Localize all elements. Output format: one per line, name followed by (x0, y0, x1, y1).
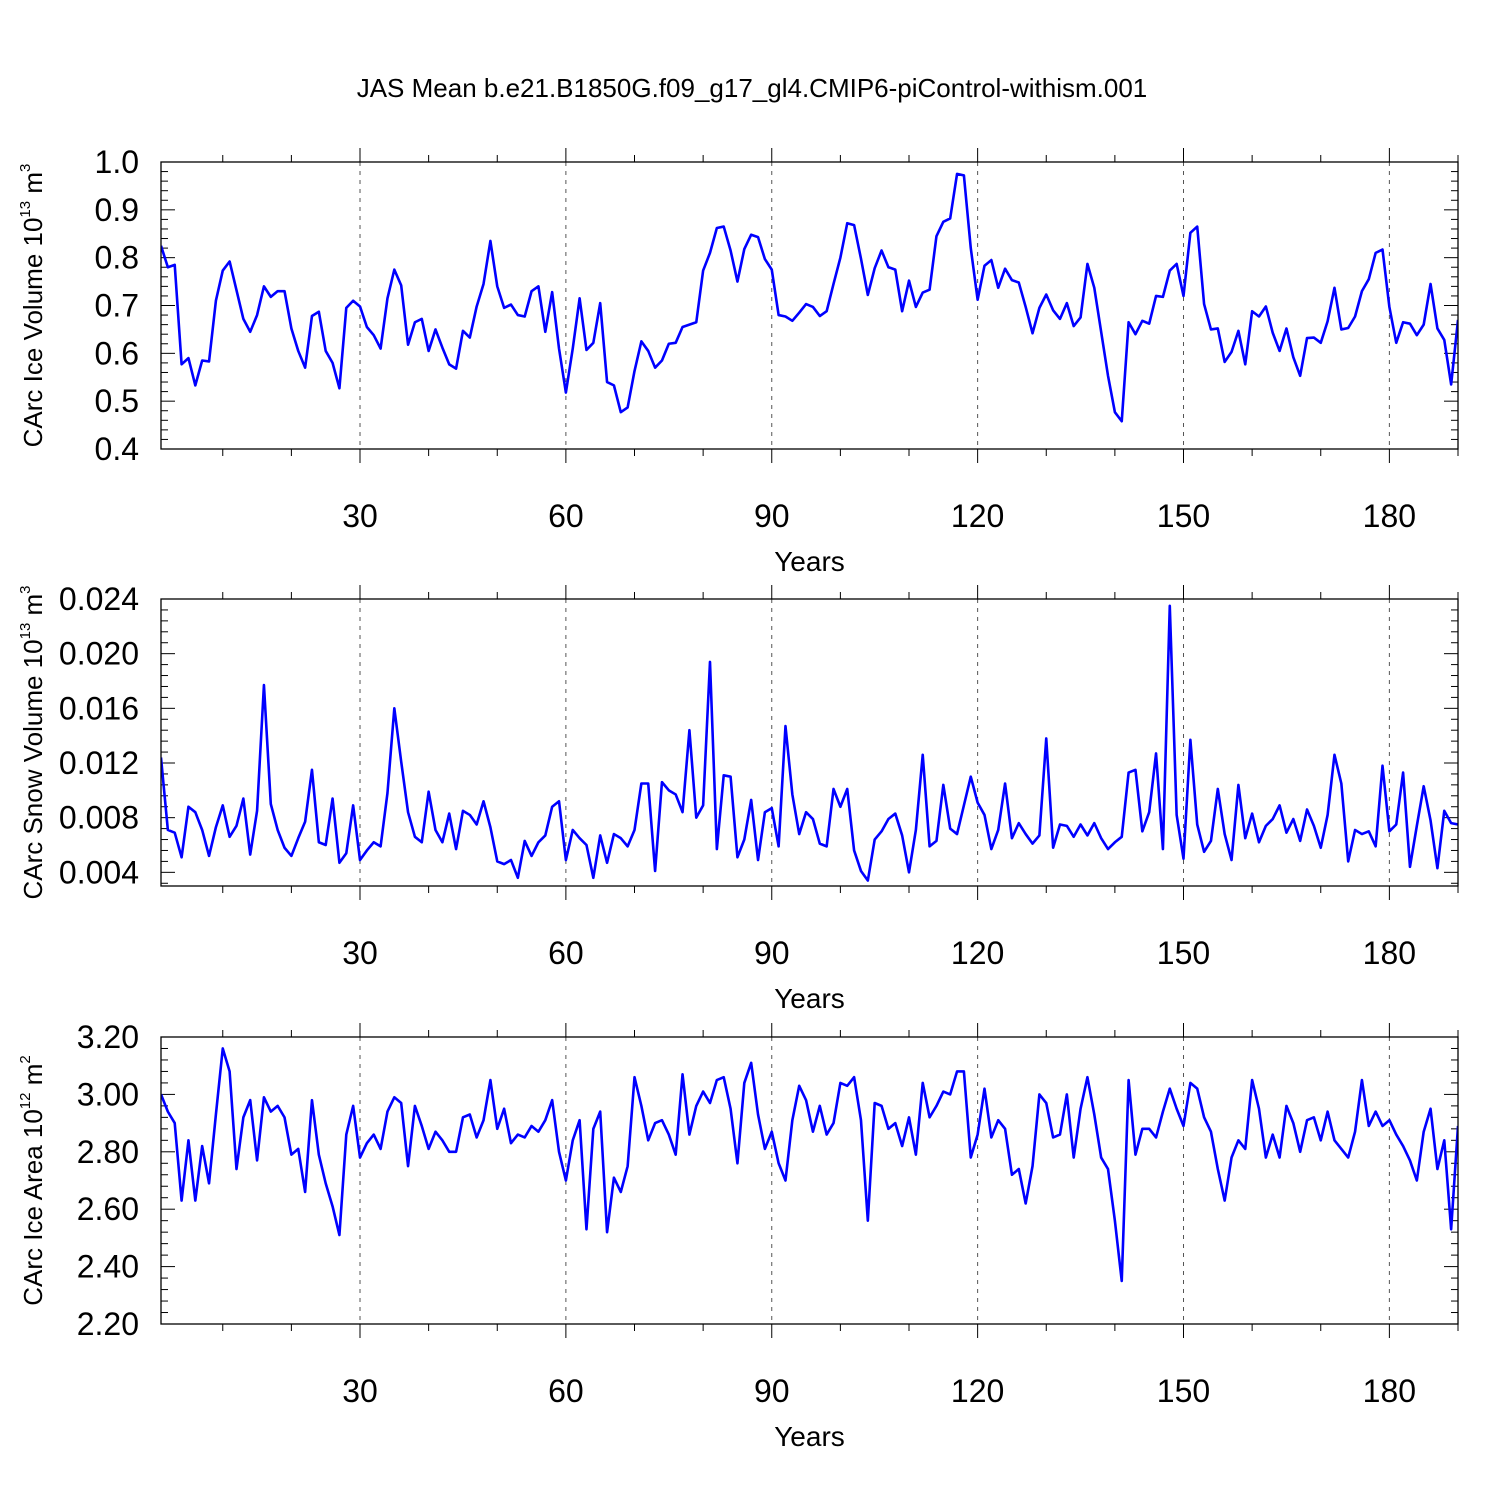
y-tick-label: 0.020 (59, 636, 139, 672)
y-axis-label-unit: m (18, 1064, 48, 1093)
x-tick-label-90: 90 (754, 1373, 790, 1409)
y-tick-label: 3.20 (77, 1019, 139, 1055)
y-tick-label: 0.7 (95, 288, 139, 324)
y-axis-label-text: CArc Ice Volume 10 (18, 218, 48, 448)
y-tick-label: 0.024 (59, 581, 139, 617)
chart-title: JAS Mean b.e21.B1850G.f09_g17_gl4.CMIP6-… (357, 73, 1148, 103)
y-tick-label: 0.4 (95, 431, 139, 467)
y-axis-label-unit-exponent: 2 (17, 1055, 34, 1063)
y-axis-label-text: CArc Ice Area 10 (18, 1109, 48, 1306)
y-axis-label: CArc Snow Volume 1013 m3 (17, 585, 48, 899)
x-tick-label-90: 90 (754, 935, 790, 971)
x-tick-label-60: 60 (548, 1373, 584, 1409)
chart-panel-3: 2.20 2.40 2.60 2.80 3.00 3.20 30 60 90 120 150 180 Y… (17, 1019, 1459, 1452)
series-line (161, 604, 1458, 882)
series-line (161, 1047, 1458, 1283)
x-tick-label-180: 180 (1363, 498, 1416, 534)
y-tick-label: 0.016 (59, 690, 139, 726)
y-tick-label: 0.6 (95, 335, 139, 371)
x-axis-label: Years (774, 983, 845, 1014)
y-tick-label: 0.012 (59, 745, 139, 781)
y-axis-label: CArc Ice Area 1012 m2 (17, 1055, 48, 1305)
x-axis-label: Years (774, 1421, 845, 1452)
plot-frame (160, 161, 1459, 450)
y-tick-label: 2.80 (77, 1134, 139, 1170)
x-tick-label-120: 120 (951, 1373, 1004, 1409)
x-tick-label-90: 90 (754, 498, 790, 534)
y-axis-label-unit-exponent: 3 (17, 585, 34, 593)
chart-panel-2: 0.004 0.008 0.012 0.016 0.020 0.024 30 60 90 120 1… (17, 581, 1459, 1014)
y-tick-label: 0.004 (59, 854, 139, 890)
y-tick-label: 0.9 (95, 192, 139, 228)
x-tick-label-180: 180 (1363, 935, 1416, 971)
y-axis-label-unit: m (18, 594, 48, 623)
x-tick-label-30: 30 (342, 935, 378, 971)
x-tick-label-180: 180 (1363, 1373, 1416, 1409)
y-axis-label-unit: m (18, 172, 48, 201)
x-tick-label-120: 120 (951, 498, 1004, 534)
x-tick-label-120: 120 (951, 935, 1004, 971)
x-tick-label-150: 150 (1157, 935, 1210, 971)
x-tick-label-60: 60 (548, 498, 584, 534)
x-tick-label-150: 150 (1157, 498, 1210, 534)
x-axis-label: Years (774, 546, 845, 577)
y-tick-label: 0.8 (95, 240, 139, 276)
plot-frame (160, 1036, 1459, 1325)
y-axis-label-exponent: 13 (17, 623, 34, 640)
x-tick-label-150: 150 (1157, 1373, 1210, 1409)
y-tick-label: 3.00 (77, 1076, 139, 1112)
y-tick-label: 2.20 (77, 1306, 139, 1342)
chart-panel-1: 0.4 0.5 0.6 0.7 0.8 0.9 1.0 30 60 90 120 150 180 Year… (17, 144, 1459, 577)
y-axis-label: CArc Ice Volume 1013 m3 (17, 164, 48, 448)
series-line (161, 172, 1458, 423)
x-tick-label-30: 30 (342, 498, 378, 534)
plot-frame (160, 598, 1459, 887)
y-axis-label-unit-exponent: 3 (17, 164, 34, 172)
y-axis-label-text: CArc Snow Volume 10 (18, 639, 48, 899)
y-axis-label-exponent: 13 (17, 201, 34, 218)
y-tick-label: 2.40 (77, 1249, 139, 1285)
y-axis-label-exponent: 12 (17, 1093, 34, 1110)
y-tick-label: 1.0 (95, 144, 139, 180)
y-tick-label: 0.5 (95, 383, 139, 419)
y-tick-label: 2.60 (77, 1191, 139, 1227)
x-tick-label-30: 30 (342, 1373, 378, 1409)
y-tick-label: 0.008 (59, 800, 139, 836)
x-tick-label-60: 60 (548, 935, 584, 971)
